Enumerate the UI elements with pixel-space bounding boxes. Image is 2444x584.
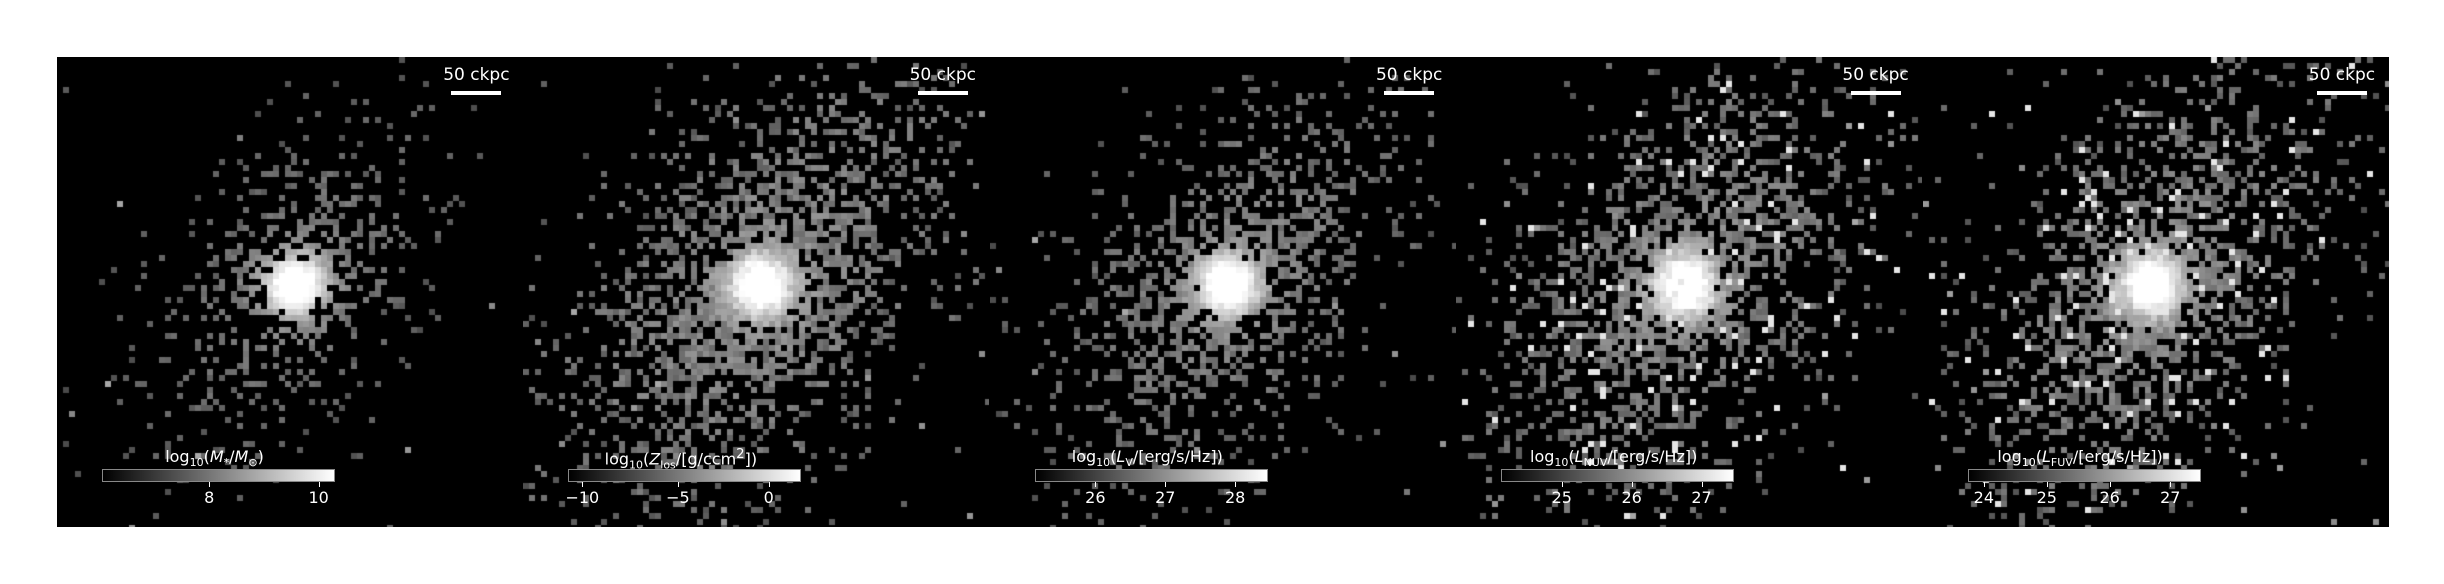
colorbar-tick [1561,482,1563,487]
map-panel: 50 ckpc log10(LV/[erg/s/Hz]) 26 27 28 [989,57,1456,527]
colorbar [568,469,802,482]
pixel-map-image [989,57,1456,527]
colorbar-tick [677,482,679,487]
colorbar [1034,469,1268,482]
scale-bar: 50 ckpc [2307,65,2377,95]
colorbar-tick [2109,482,2111,487]
pixel-map-image [523,57,990,527]
pixel-map-image [1922,57,2389,527]
colorbar-tick [768,482,770,487]
scale-bar: 50 ckpc [1841,65,1911,95]
colorbar-tick-label: 28 [1224,488,1246,507]
colorbar-tick [1983,482,1985,487]
colorbar-tick [1235,482,1237,487]
scale-bar-line [2316,91,2367,95]
colorbar-tick-label: 8 [204,488,215,507]
colorbar-tick-label: 0 [763,488,774,507]
colorbar-tick [1165,482,1167,487]
colorbar-tick-label: 26 [2099,488,2120,507]
colorbar-tick-label: 27 [2160,488,2181,507]
map-panel: 50 ckpc log10(LNUV/[erg/s/Hz]) 25 26 27 [1456,57,1923,527]
colorbar-label: log10(M*/M⊙) [165,447,264,470]
scale-bar-line [1384,91,1435,95]
colorbar-label: log10(Zlos/[g/ccm2]) [604,447,758,472]
pixel-map-image [57,57,523,527]
map-panel: 50 ckpc log10(LFUV/[erg/s/Hz]) 24 25 26 27 [1922,57,2389,527]
colorbar-label: log10(LFUV/[erg/s/Hz]) [1997,447,2163,470]
galaxy-map-strip: 50 ckpc log10(M*/M⊙) 8 10 50 ckpc log10(Zlos/… [57,57,2389,527]
scale-bar-label: 50 ckpc [2308,65,2376,85]
colorbar-tick-label: 25 [1551,488,1572,507]
colorbar-tick-label: −5 [666,488,690,507]
colorbar-tick-label: 24 [1973,488,1995,507]
pixel-map-image [1456,57,1923,527]
scale-bar: 50 ckpc [908,65,978,95]
scale-bar-label: 50 ckpc [1842,65,1909,85]
scale-bar-label: 50 ckpc [909,65,976,85]
colorbar-tick-label: 10 [308,488,329,507]
scale-bar-line [1850,91,1901,95]
colorbar-tick [209,482,211,487]
map-panel: 50 ckpc log10(Zlos/[g/ccm2]) −10 −5 0 [523,57,990,527]
colorbar [102,469,335,482]
colorbar-label: log10(LNUV/[erg/s/Hz]) [1530,447,1698,470]
scale-bar: 50 ckpc [1374,65,1444,95]
colorbar-tick [582,482,584,487]
scale-bar-label: 50 ckpc [443,65,510,85]
colorbar-tick-label: −10 [565,488,600,507]
colorbar [1501,469,1735,482]
colorbar-label: log10(LV/[erg/s/Hz]) [1071,447,1223,470]
scale-bar: 50 ckpc [441,65,511,95]
colorbar-tick-label: 25 [2036,488,2057,507]
colorbar-tick-label: 27 [1691,488,1712,507]
scale-bar-line [917,91,968,95]
scale-bar-line [451,91,502,95]
colorbar-tick [1095,482,1097,487]
colorbar-tick-label: 27 [1155,488,1176,507]
map-panel: 50 ckpc log10(M*/M⊙) 8 10 [57,57,523,527]
colorbar-tick [1701,482,1703,487]
colorbar-tick [2046,482,2048,487]
colorbar [1967,469,2201,482]
scale-bar-label: 50 ckpc [1375,65,1443,85]
colorbar-tick [1631,482,1633,487]
colorbar-tick [318,482,320,487]
colorbar-tick-label: 26 [1621,488,1642,507]
colorbar-tick [2170,482,2172,487]
colorbar-tick-label: 26 [1085,488,1106,507]
